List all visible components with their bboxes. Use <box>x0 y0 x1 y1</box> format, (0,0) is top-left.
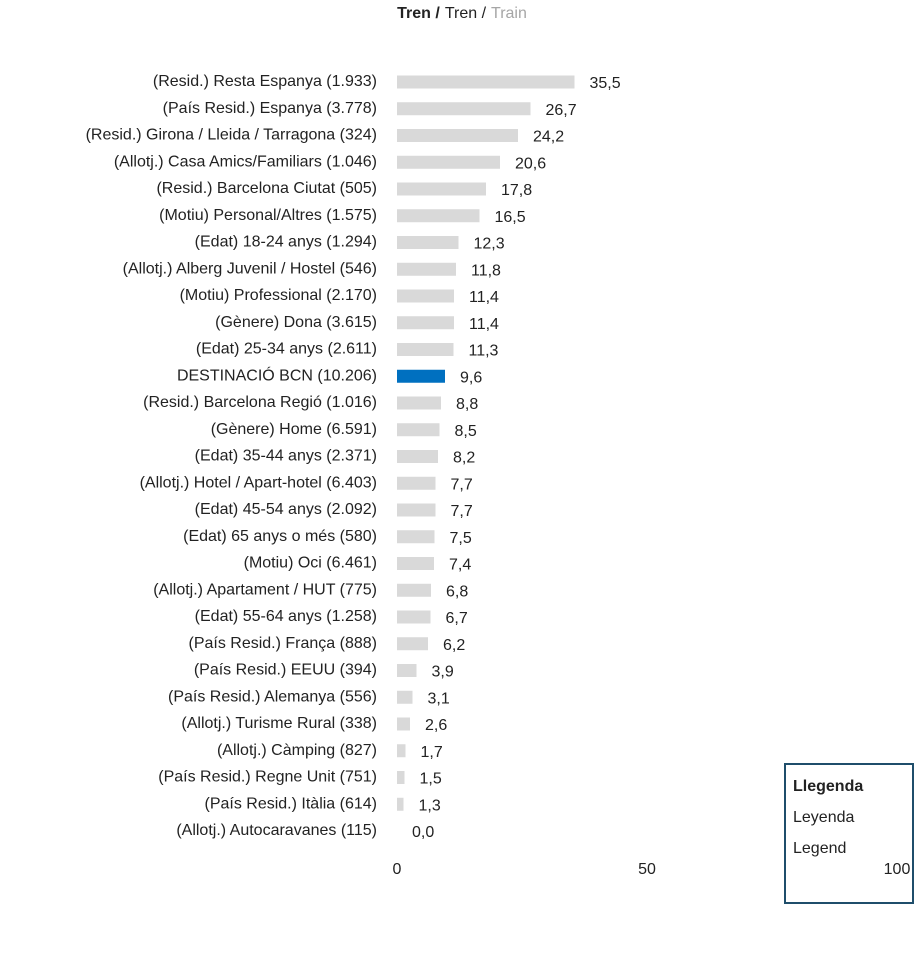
category-label: (País Resid.) Espanya (3.778) <box>163 100 377 117</box>
x-tick-label: 100 <box>884 861 911 878</box>
value-label: 7,4 <box>449 557 471 574</box>
category-label: (Resid.) Resta Espanya (1.933) <box>153 73 377 90</box>
value-label: 1,3 <box>419 797 441 814</box>
bar <box>397 557 434 570</box>
category-label: (Gènere) Home (6.591) <box>211 421 377 438</box>
value-label: 0,0 <box>412 824 434 841</box>
bar <box>397 476 436 490</box>
value-label: 11,4 <box>469 316 499 333</box>
value-label: 35,5 <box>590 75 621 92</box>
bar <box>397 610 431 624</box>
value-label: 8,5 <box>455 423 477 440</box>
category-label: (Edat) 65 anys o més (580) <box>183 528 377 545</box>
x-tick-label: 0 <box>393 861 402 878</box>
bar <box>397 450 438 463</box>
bar <box>397 102 531 116</box>
bar <box>397 369 445 383</box>
category-label: (Motiu) Oci (6.461) <box>244 555 377 572</box>
bar <box>397 129 518 142</box>
bar <box>397 236 459 249</box>
bar <box>397 289 454 303</box>
category-label: (Edat) 25-34 anys (2.611) <box>196 341 377 358</box>
legend-box <box>784 763 914 904</box>
category-label: (Allotj.) Autocaravanes (115) <box>176 822 377 839</box>
bar <box>397 717 410 731</box>
value-label: 16,5 <box>495 209 526 226</box>
title-es: Tren / <box>445 5 487 22</box>
category-label: (Allotj.) Turisme Rural (338) <box>181 715 377 732</box>
value-label: 6,8 <box>446 583 468 600</box>
value-label: 26,7 <box>546 102 577 119</box>
category-label: (País Resid.) Itàlia (614) <box>204 795 377 812</box>
bar <box>397 182 486 196</box>
value-label: 3,1 <box>428 690 450 707</box>
bar <box>397 155 500 169</box>
category-label: (Allotj.) Càmping (827) <box>217 742 377 759</box>
bar <box>397 75 575 89</box>
chart-title: Tren / Tren / Train <box>397 5 527 22</box>
category-label: (Allotj.) Apartament / HUT (775) <box>153 581 377 598</box>
bar <box>397 771 405 784</box>
bar <box>397 637 428 651</box>
category-label: (País Resid.) EEUU (394) <box>194 662 377 679</box>
title-ca: Tren / <box>397 5 440 22</box>
value-label: 11,3 <box>469 343 499 360</box>
value-label: 7,5 <box>450 530 472 547</box>
bar <box>397 343 454 356</box>
bar <box>397 583 431 597</box>
bar <box>397 690 413 704</box>
value-label: 11,8 <box>471 262 501 279</box>
bar <box>397 423 440 437</box>
category-label: (País Resid.) Alemanya (556) <box>168 688 377 705</box>
value-label: 2,6 <box>425 717 447 734</box>
bar <box>397 262 456 276</box>
category-label: (Allotj.) Casa Amics/Familiars (1.046) <box>114 153 377 170</box>
category-label: (Motiu) Personal/Altres (1.575) <box>159 207 377 224</box>
category-label: (Edat) 18-24 anys (1.294) <box>195 234 377 251</box>
bar <box>397 530 435 544</box>
bar <box>397 744 406 758</box>
category-label: (Motiu) Professional (2.170) <box>180 287 377 304</box>
value-label: 7,7 <box>451 503 473 520</box>
legend-ca: Llegenda <box>793 778 863 795</box>
value-label: 6,7 <box>446 610 468 627</box>
bar <box>397 664 417 677</box>
category-label: (Edat) 35-44 anys (2.371) <box>195 448 377 465</box>
bar <box>397 797 404 811</box>
value-label: 12,3 <box>474 236 505 253</box>
x-tick-label: 50 <box>638 861 656 878</box>
category-label: (Allotj.) Alberg Juvenil / Hostel (546) <box>123 260 377 277</box>
legend-es: Leyenda <box>793 809 854 826</box>
value-label: 1,5 <box>420 771 442 788</box>
category-label: (Allotj.) Hotel / Apart-hotel (6.403) <box>140 474 377 491</box>
category-label: DESTINACIÓ BCN (10.206) <box>177 365 377 384</box>
value-label: 3,9 <box>432 664 454 681</box>
category-label: (Resid.) Barcelona Ciutat (505) <box>156 180 377 197</box>
value-label: 17,8 <box>501 182 532 199</box>
category-label: (Edat) 45-54 anys (2.092) <box>195 501 377 518</box>
value-label: 8,8 <box>456 396 478 413</box>
value-label: 6,2 <box>443 637 465 654</box>
legend-en: Legend <box>793 840 846 857</box>
value-label: 24,2 <box>533 129 564 146</box>
category-label: (Resid.) Barcelona Regió (1.016) <box>143 394 377 411</box>
value-label: 1,7 <box>421 744 443 761</box>
category-label: (Resid.) Girona / Lleida / Tarragona (32… <box>86 127 377 144</box>
category-label: (País Resid.) Regne Unit (751) <box>158 769 377 786</box>
bar <box>397 316 454 330</box>
title-en: Train <box>491 5 527 22</box>
value-label: 8,2 <box>453 450 475 467</box>
bar <box>397 396 441 410</box>
bar <box>397 209 480 223</box>
value-label: 7,7 <box>451 476 473 493</box>
value-label: 11,4 <box>469 289 499 306</box>
value-label: 20,6 <box>515 155 546 172</box>
category-label: (Gènere) Dona (3.615) <box>215 314 377 331</box>
category-label: (País Resid.) França (888) <box>188 635 377 652</box>
bar <box>397 503 436 517</box>
value-label: 9,6 <box>460 369 482 386</box>
category-label: (Edat) 55-64 anys (1.258) <box>195 608 377 625</box>
